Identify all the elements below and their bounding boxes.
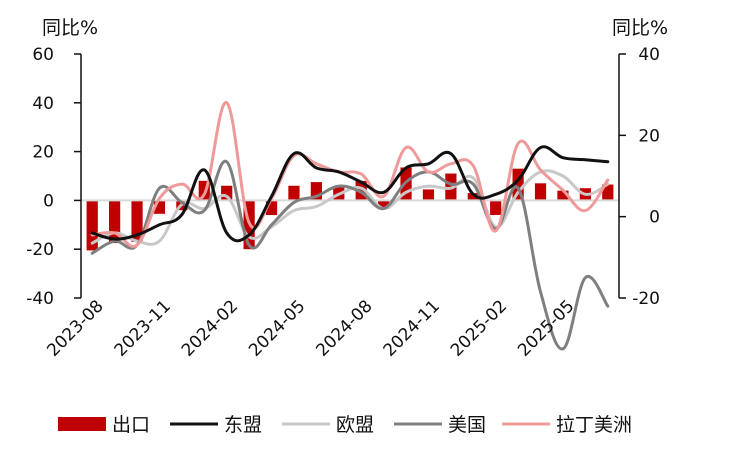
x-tick-label: 2025-02 [447,296,511,360]
axes-group: 同比% 同比% [42,17,668,298]
x-tick-label: 2024-11 [380,296,444,360]
legend-label: 拉丁美洲 [556,414,632,436]
bar-export-2024-11 [422,189,435,201]
x-tick-label: 2025-05 [514,296,578,360]
left-axis-ticks: -40 -20 0 20 40 60 [26,45,81,309]
legend-label: 欧盟 [336,414,374,436]
x-tick-label: 2024-08 [312,296,376,360]
bar-export-2025-04 [534,183,547,201]
legend-label: 出口 [112,414,150,436]
bar-export-2024-02 [221,185,233,201]
legend-label: 东盟 [224,414,262,436]
bar-export-2025-07 [602,184,614,201]
bar-export-2025-01 [467,193,479,201]
right-axis-ticks: -20 0 20 40 [619,45,660,309]
bar-export-2024-05 [288,185,300,201]
bar-export-2024-04 [265,200,278,216]
bar-export-2023-10 [131,200,143,242]
left-tick-label: -20 [26,240,54,260]
x-axis-tick-labels: 2023-08 2023-11 2024-02 2024-05 2024-08 2024-… [43,296,578,360]
bar-export-2025-03 [512,168,524,201]
line-series-3 [90,101,610,248]
line-series-2 [90,160,610,351]
bar-export-2023-08 [86,200,98,251]
right-tick-label: 40 [638,45,660,65]
left-tick-label: 20 [32,143,54,163]
bar-export-2024-06 [310,182,322,201]
right-axis-unit-label: 同比% [612,17,668,39]
right-tick-label: -20 [632,289,660,309]
bar-export-2025-02 [490,200,502,216]
chart-legend: 出口 东盟 欧盟 美国 拉丁美洲 [58,414,632,436]
left-tick-label: 0 [43,191,54,211]
bar-export-2024-09 [378,200,390,209]
left-tick-label: 40 [32,94,54,114]
legend-swatch-bar [58,417,106,431]
x-tick-label: 2023-11 [111,296,175,360]
line-series-0 [90,145,610,243]
legend-label: 美国 [448,414,486,436]
left-axis-unit-label: 同比% [42,17,98,39]
right-tick-label: 0 [649,208,660,228]
bar-export-2025-05 [557,190,569,201]
left-tick-label: 60 [32,45,54,65]
x-tick-label: 2024-02 [178,296,242,360]
x-tick-label: 2024-05 [245,296,309,360]
right-tick-label: 20 [638,126,660,146]
bar-export-2023-09 [109,200,121,244]
bar-series-group [86,167,614,251]
line-series-group [90,101,610,351]
left-tick-label: -40 [26,289,54,309]
bar-export-2023-11 [153,200,166,214]
